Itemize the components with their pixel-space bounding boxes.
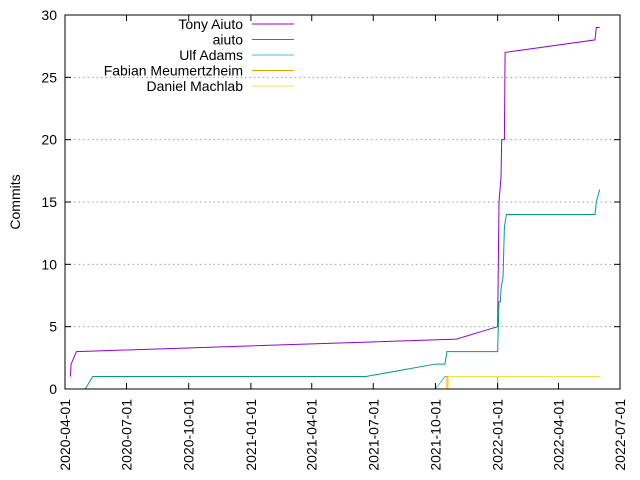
y-tick-label: 10 (41, 256, 57, 272)
x-tick-label: 2021-07-01 (365, 399, 381, 471)
y-axis-label: Commits (7, 174, 23, 229)
legend-label: Fabian Meumertzheim (104, 63, 243, 79)
series-line (84, 189, 601, 390)
x-tick-label: 2022-04-01 (550, 399, 566, 471)
y-tick-label: 0 (49, 381, 57, 397)
x-tick-label: 2020-07-01 (119, 399, 135, 471)
y-tick-label: 30 (41, 7, 57, 23)
y-tick-label: 15 (41, 194, 57, 210)
x-tick-label: 2020-10-01 (181, 399, 197, 471)
legend-label: aiuto (213, 32, 244, 48)
x-tick-labels: 2020-04-01 2020-07-01 2020-10-01 2021-01-01… (57, 399, 628, 471)
series-line (447, 376, 600, 389)
y-tick-label: 5 (49, 319, 57, 335)
legend-label: Ulf Adams (179, 47, 243, 63)
x-tick-label: 2020-04-01 (57, 399, 73, 471)
y-tick-label: 25 (41, 69, 57, 85)
series-line (435, 376, 600, 390)
x-tick-label: 2022-01-01 (490, 399, 506, 471)
legend-label: Tony Aiuto (178, 16, 243, 32)
series-line (69, 26, 600, 377)
axis-ticks (64, 14, 621, 390)
x-tick-label: 2021-04-01 (304, 399, 320, 471)
series-lines (69, 26, 601, 390)
legend-label: Daniel Machlab (147, 78, 244, 94)
grid-lines (65, 76, 620, 328)
series-line (446, 376, 499, 389)
y-tick-label: 20 (41, 132, 57, 148)
x-tick-label: 2022-07-01 (612, 399, 628, 471)
y-tick-labels: 0 5 10 15 20 25 30 (41, 7, 57, 397)
x-tick-label: 2021-10-01 (427, 399, 443, 471)
x-tick-label: 2021-01-01 (243, 399, 259, 471)
